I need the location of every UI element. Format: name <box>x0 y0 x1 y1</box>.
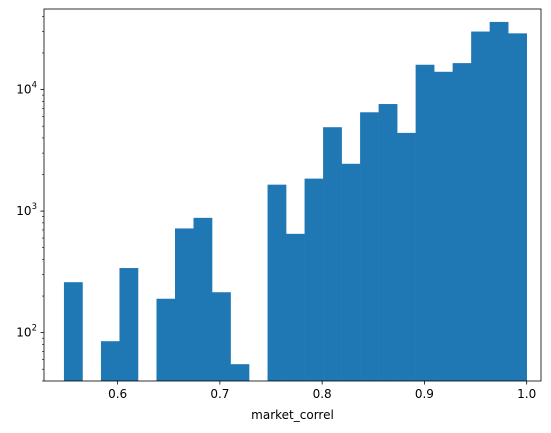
y-tick-label: 102 <box>16 324 37 340</box>
x-tick-label: 1.0 <box>517 387 536 401</box>
x-tick-label: 0.9 <box>415 387 434 401</box>
y-axis: 102 103 104 <box>16 81 44 340</box>
histogram-bar <box>304 178 324 381</box>
histogram-bar <box>415 64 435 382</box>
x-axis-title: market_correl <box>251 408 334 422</box>
histogram-bar <box>471 31 490 382</box>
histogram-bar <box>100 341 120 381</box>
histogram-bar <box>452 63 472 382</box>
histogram-bar <box>489 21 509 381</box>
bars-group <box>63 21 527 382</box>
histogram-bar <box>508 33 527 381</box>
x-tick-label: 0.7 <box>210 387 229 401</box>
x-tick-label: 0.8 <box>313 387 332 401</box>
y-tick-label: 103 <box>16 202 37 218</box>
x-tick-label: 0.6 <box>108 387 127 401</box>
histogram-bar <box>119 268 139 381</box>
histogram-bar <box>341 163 361 381</box>
plot-frame <box>43 8 542 382</box>
histogram-bar <box>286 233 305 381</box>
histogram-bar <box>360 112 379 381</box>
histogram-bar <box>397 132 416 381</box>
histogram-bar <box>434 71 453 381</box>
histogram-bar <box>63 282 83 381</box>
histogram-bar <box>175 228 194 381</box>
histogram-bar <box>212 292 231 381</box>
histogram-bar <box>156 298 176 381</box>
histogram-bar <box>230 364 250 381</box>
histogram-bar <box>267 184 287 381</box>
x-axis: 0.6 0.7 0.8 0.9 1.0 <box>108 381 536 401</box>
histogram-bar <box>193 217 213 381</box>
y-tick-label: 104 <box>16 81 37 97</box>
histogram-bar <box>323 127 342 382</box>
histogram-bar <box>378 104 398 381</box>
